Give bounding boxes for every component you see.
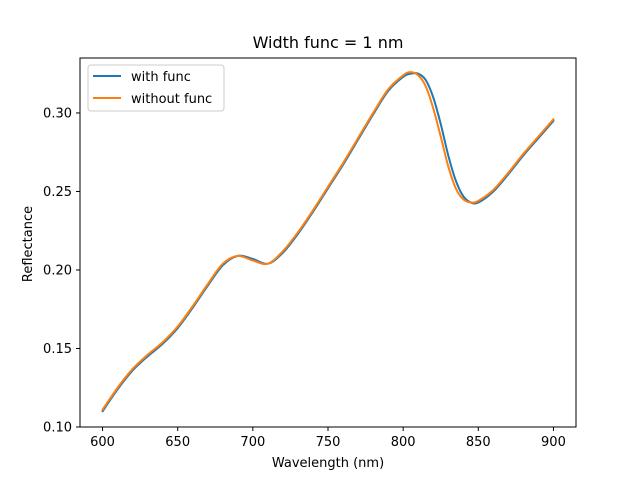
series-line-without-func xyxy=(101,71,555,411)
x-tick-label: 650 xyxy=(165,435,190,450)
x-tick-label: 900 xyxy=(541,435,566,450)
y-axis-label: Reflectance xyxy=(21,206,36,282)
x-tick-label: 800 xyxy=(391,435,416,450)
x-tick-label: 750 xyxy=(316,435,341,450)
y-tick-label: 0.25 xyxy=(43,185,72,200)
plot-area: 600 650 700 750 800 850 900 0.10 0.15 0.20 0.25 0.3… xyxy=(43,57,577,450)
y-tick-label: 0.30 xyxy=(43,106,72,121)
x-tick-label: 600 xyxy=(90,435,115,450)
chart-title: Width func = 1 nm xyxy=(253,33,404,52)
y-tick-label: 0.20 xyxy=(43,263,72,278)
legend-label-without-func: without func xyxy=(131,92,212,107)
legend: with func without func xyxy=(87,64,225,112)
x-tick-label: 700 xyxy=(240,435,265,450)
legend-label-with-func: with func xyxy=(131,70,191,85)
y-tick-label: 0.15 xyxy=(43,342,72,357)
legend-box xyxy=(87,64,225,112)
y-tick-label: 0.10 xyxy=(43,421,72,436)
x-axis-label: Wavelength (nm) xyxy=(272,456,384,471)
x-tick-label: 850 xyxy=(466,435,491,450)
